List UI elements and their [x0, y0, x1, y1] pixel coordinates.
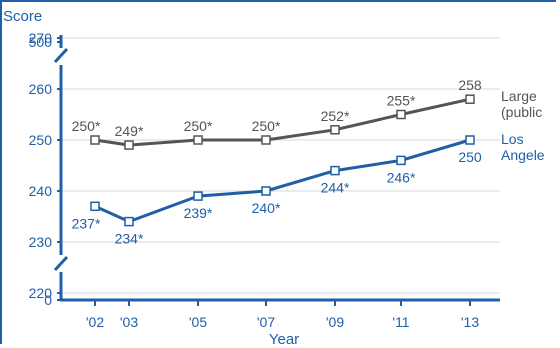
data-label: 258 — [458, 77, 482, 93]
data-point-marker — [124, 140, 134, 150]
x-tick-label: '03 — [120, 314, 138, 330]
data-label: 250* — [252, 118, 281, 134]
x-tick-label: '07 — [257, 314, 275, 330]
x-tick-label: '09 — [326, 314, 344, 330]
series-name-label: Los — [501, 131, 524, 147]
y-tick-label: 220 — [29, 285, 53, 301]
data-point-marker — [90, 201, 100, 212]
data-label: 249* — [115, 123, 144, 139]
data-point-marker — [261, 186, 271, 196]
axis-break-mark — [53, 255, 69, 272]
data-point-marker — [465, 94, 475, 104]
y-tick-label: 270 — [29, 30, 53, 46]
y-axis-label: Score — [3, 8, 42, 25]
data-label: 250* — [72, 118, 101, 134]
data-point-marker — [396, 109, 406, 120]
gridlines — [61, 37, 500, 294]
series-name-label: (public — [501, 104, 542, 120]
x-axis-label: Year — [269, 331, 299, 348]
x-tick-label: '11 — [392, 314, 409, 330]
x-tick-label: '13 — [461, 314, 479, 330]
data-label: 244* — [321, 180, 350, 196]
y-tick-label: 240 — [29, 183, 53, 199]
series-group: 250* 249* 250* 250*252*255*258Large(public2… — [72, 77, 545, 246]
x-tick-labels: '02 '03 '05 '07 '09 '11 '13 — [86, 300, 479, 330]
data-point-marker — [124, 216, 134, 227]
data-label: 234* — [115, 231, 144, 247]
data-point-marker — [193, 191, 203, 201]
y-tick-label: 0 — [44, 292, 52, 308]
data-label: 239* — [184, 205, 213, 221]
series-large-public: 250* 249* 250* 250* 252* 255* 258 Large(public — [72, 77, 542, 150]
data-point-marker — [396, 155, 406, 166]
data-label: 240* — [252, 200, 281, 216]
x-tick-label: '05 — [189, 314, 207, 330]
data-label: 237* — [72, 215, 101, 231]
data-point-marker — [330, 165, 340, 176]
series-name-label: Angele — [501, 147, 545, 163]
axis-break-mark — [53, 47, 69, 64]
y-tick-label: 500 — [29, 34, 53, 50]
data-label: 246* — [387, 169, 416, 185]
axes: Score Year — [3, 8, 500, 348]
y-tick-label: 260 — [29, 81, 53, 97]
data-point-marker — [261, 135, 271, 145]
series-name-label: Large — [501, 88, 537, 104]
data-label: 250 — [458, 149, 482, 165]
data-point-marker — [193, 135, 203, 145]
data-label: 255* — [387, 93, 416, 109]
y-tick-label: 250 — [29, 132, 53, 148]
y-tick-label: 230 — [29, 234, 53, 250]
data-label: 250* — [184, 118, 213, 134]
x-tick-label: '02 — [86, 314, 104, 330]
data-label: 252* — [321, 108, 350, 124]
data-point-marker — [330, 125, 340, 135]
data-point-marker — [465, 135, 475, 145]
data-point-marker — [90, 135, 100, 145]
